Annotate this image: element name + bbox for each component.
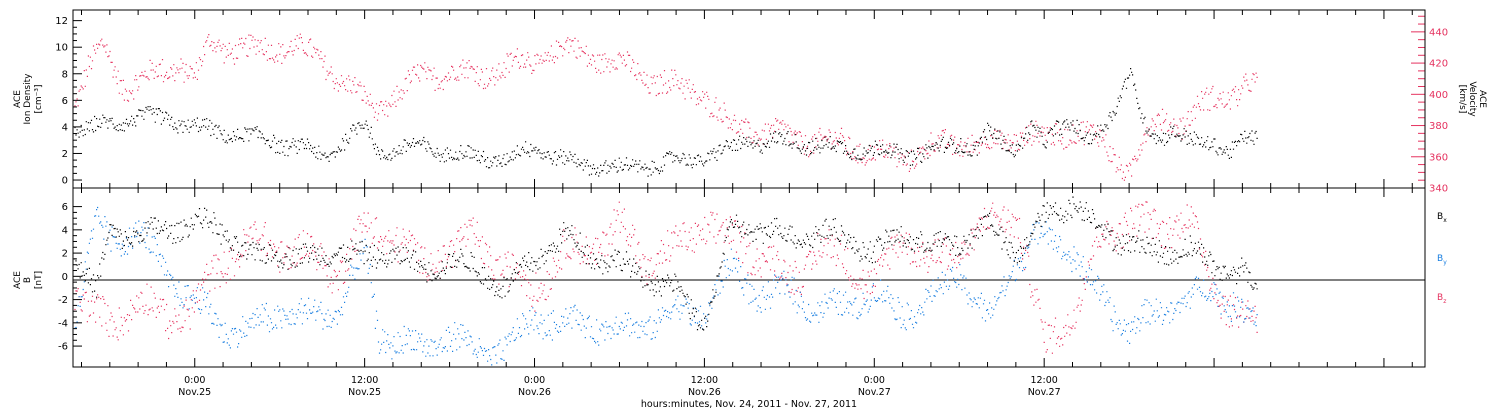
velocity-tick-label: 420	[1429, 59, 1448, 70]
panel1-x-ticks	[80, 10, 1413, 188]
b-tick-label: -6	[58, 342, 68, 353]
x-tick-time: 12:00	[691, 375, 718, 386]
x-tick-date: Nov.27	[858, 387, 891, 398]
velocity-tick-label: 400	[1429, 90, 1448, 101]
b-ylabel-line2: B	[23, 277, 33, 283]
x-tick-date: Nov.25	[178, 387, 211, 398]
velocity-tick-label: 440	[1429, 27, 1448, 38]
density-tick-label: 6	[62, 96, 68, 107]
legend: Bx By Bz	[1437, 212, 1447, 305]
velocity-ylabel-line3: [km/s]	[1457, 85, 1467, 114]
x-tick-date: Nov.27	[1028, 387, 1061, 398]
density-tick-label: 10	[55, 43, 68, 54]
b-ylabel-line1: ACE	[13, 271, 23, 289]
x-axis-title: hours:minutes, Nov. 24, 2011 - Nov. 27, …	[641, 399, 857, 410]
x-tick-date: Nov.26	[518, 387, 551, 398]
x-tick-time: 0:00	[864, 375, 885, 386]
b-tick-label: -4	[58, 318, 68, 329]
velocity-tick-label: 360	[1429, 152, 1448, 163]
density-tick-label: 12	[55, 16, 68, 27]
velocity-ylabel-line2: Velocity	[1467, 81, 1477, 117]
x-axis-labels: 0:00Nov.2512:00Nov.250:00Nov.2612:00Nov.…	[178, 375, 1060, 398]
density-ylabel-line3: [cm⁻³]	[34, 84, 44, 113]
b-tick-label: 6	[62, 202, 68, 213]
b-tick-label: 0	[62, 272, 68, 283]
velocity-tick-label: 340	[1429, 184, 1448, 195]
b-ylabel-line3: [nT]	[34, 271, 44, 289]
velocity-tick-label: 380	[1429, 121, 1448, 132]
panel2-x-ticks	[80, 188, 1413, 367]
x-tick-time: 12:00	[1030, 375, 1057, 386]
magnetic-field-panel: -6 -4 -2 0 2 4 6 ACE B [nT] Bx By Bz	[13, 187, 1447, 368]
panel2-frame	[72, 187, 1426, 368]
density-ylabel-line1: ACE	[13, 90, 23, 108]
b-tick-label: 4	[62, 225, 68, 236]
density-y-axis: 0 2 4 6 8 10 12	[55, 16, 82, 187]
x-tick-time: 12:00	[351, 375, 378, 386]
density-tick-label: 4	[62, 122, 68, 133]
x-tick-time: 0:00	[184, 375, 205, 386]
b-tick-label: 2	[62, 249, 68, 260]
legend-bz: Bz	[1437, 293, 1446, 305]
b-y-axis: -6 -4 -2 0 2 4 6	[58, 202, 82, 353]
x-tick-date: Nov.25	[348, 387, 381, 398]
legend-bx: Bx	[1437, 212, 1447, 224]
density-ylabel-line2: Ion Density	[23, 73, 33, 125]
x-tick-time: 0:00	[524, 375, 545, 386]
b-tick-label: -2	[58, 295, 68, 306]
velocity-y-axis: 340 360 380 400 420 440	[1411, 15, 1448, 195]
density-tick-label: 0	[62, 176, 68, 187]
density-tick-label: 8	[62, 69, 68, 80]
density-tick-label: 2	[62, 149, 68, 160]
velocity-ylabel-line1: ACE	[1477, 90, 1487, 108]
legend-by: By	[1437, 254, 1447, 266]
x-tick-date: Nov.26	[688, 387, 721, 398]
